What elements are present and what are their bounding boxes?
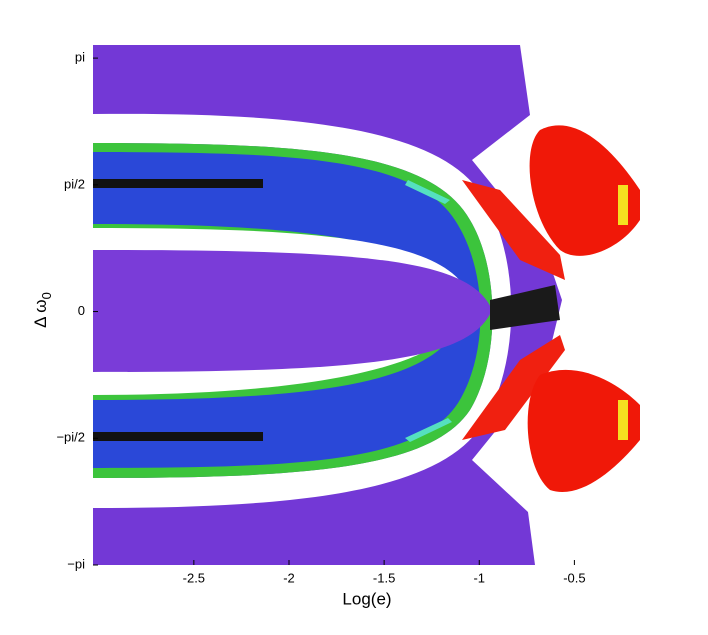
red-lobe xyxy=(527,369,640,492)
y-tick-label: pi xyxy=(75,50,85,65)
red-arm xyxy=(462,335,565,440)
x-tick-label: -2.5 xyxy=(183,570,205,585)
cyan-streak xyxy=(405,418,452,442)
black-streak xyxy=(93,179,263,188)
cyan-streak xyxy=(405,180,450,204)
y-tick-label: −pi xyxy=(67,556,85,571)
yellow-edge xyxy=(618,400,628,440)
y-axis-label-sub: 0 xyxy=(39,292,54,299)
x-tick-label: -2 xyxy=(283,570,295,585)
yellow-edge xyxy=(618,185,628,225)
x-tick-label: -1.5 xyxy=(373,570,395,585)
black-wedge xyxy=(490,285,560,330)
density-field xyxy=(93,45,640,565)
y-tick-label: pi/2 xyxy=(64,176,85,191)
x-tick-label: -0.5 xyxy=(563,570,585,585)
y-axis-label: Δ ω0 xyxy=(31,292,54,328)
red-arm xyxy=(462,180,565,280)
y-axis-label-main: Δ ω xyxy=(31,299,50,327)
y-tick-label: 0 xyxy=(78,303,85,318)
x-axis-label: Log(e) xyxy=(342,589,391,608)
inner-purple xyxy=(93,250,492,372)
black-streak xyxy=(93,432,263,441)
x-tick-label: -1 xyxy=(473,570,485,585)
blue-band xyxy=(93,152,481,468)
red-lobe xyxy=(529,125,640,256)
y-tick-label: −pi/2 xyxy=(56,430,85,445)
